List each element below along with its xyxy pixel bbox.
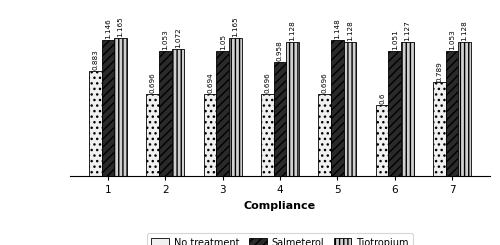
Text: 0.696: 0.696 xyxy=(150,72,156,93)
Bar xyxy=(204,94,216,176)
Text: 1.05: 1.05 xyxy=(220,34,226,50)
Text: 0.883: 0.883 xyxy=(92,49,98,70)
Text: 0.789: 0.789 xyxy=(436,61,442,82)
Text: 1.053: 1.053 xyxy=(449,29,455,50)
Text: 1.146: 1.146 xyxy=(105,18,111,39)
Bar xyxy=(216,51,229,176)
Text: 1.128: 1.128 xyxy=(347,20,353,41)
Bar xyxy=(318,94,331,176)
Bar xyxy=(229,38,241,176)
Bar xyxy=(388,51,401,176)
Text: 1.128: 1.128 xyxy=(462,20,468,41)
Text: 1.165: 1.165 xyxy=(232,16,238,37)
Legend: No treatment, Salmeterol, Tiotropium: No treatment, Salmeterol, Tiotropium xyxy=(146,233,414,245)
Text: 0.958: 0.958 xyxy=(277,41,283,61)
Bar xyxy=(331,40,344,176)
Text: 1.165: 1.165 xyxy=(118,16,124,37)
Bar xyxy=(146,94,159,176)
Text: 1.072: 1.072 xyxy=(175,27,181,48)
Bar xyxy=(458,42,471,176)
X-axis label: Compliance: Compliance xyxy=(244,201,316,211)
Text: 1.128: 1.128 xyxy=(290,20,296,41)
Text: 0.6: 0.6 xyxy=(379,93,385,104)
Bar xyxy=(89,71,102,176)
Text: 1.053: 1.053 xyxy=(162,29,168,50)
Text: 0.696: 0.696 xyxy=(264,72,270,93)
Text: 0.694: 0.694 xyxy=(207,72,213,93)
Bar xyxy=(172,49,184,176)
Bar xyxy=(261,94,274,176)
Bar xyxy=(114,38,127,176)
Text: 1.051: 1.051 xyxy=(392,30,398,50)
Bar xyxy=(344,42,356,176)
Bar xyxy=(274,62,286,176)
Text: 1.148: 1.148 xyxy=(334,18,340,39)
Text: 0.696: 0.696 xyxy=(322,72,328,93)
Bar xyxy=(102,40,114,176)
Bar xyxy=(433,83,446,176)
Bar xyxy=(376,105,388,176)
Bar xyxy=(446,51,458,176)
Bar xyxy=(159,51,172,176)
Bar xyxy=(401,42,413,176)
Text: 1.127: 1.127 xyxy=(404,21,410,41)
Bar xyxy=(286,42,299,176)
